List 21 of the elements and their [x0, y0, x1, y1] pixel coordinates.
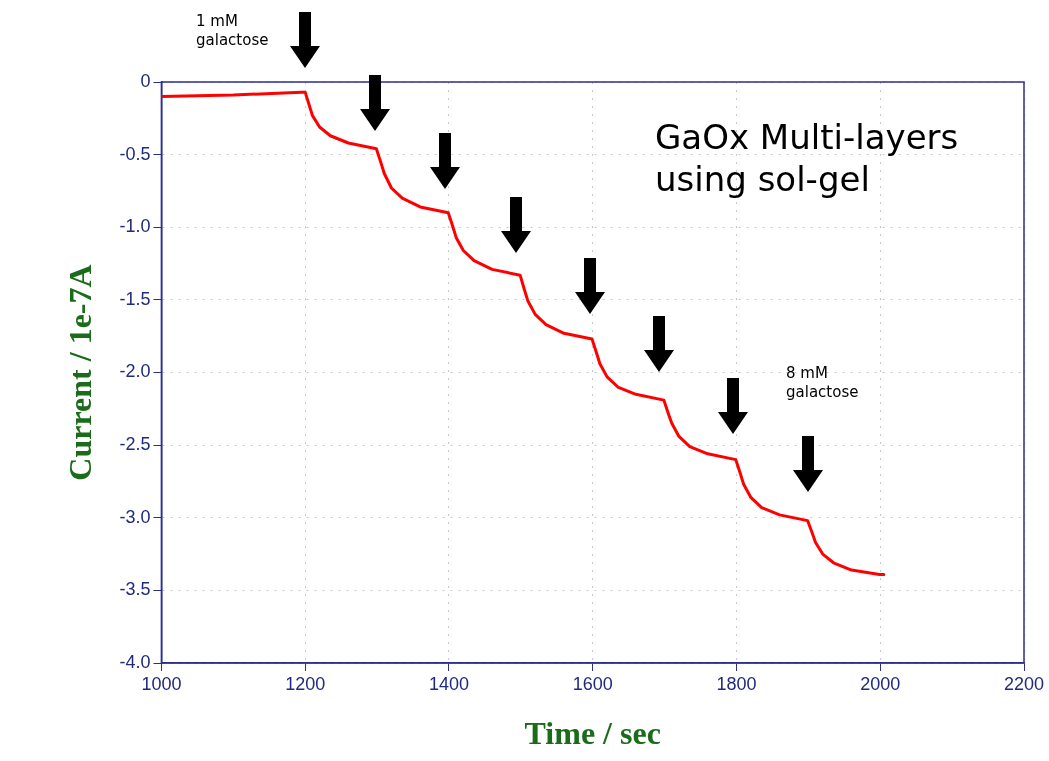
- x-tick-label: 1200: [285, 673, 326, 694]
- y-tick-label: -2.5: [119, 434, 151, 455]
- x-tick-label: 1800: [716, 673, 757, 694]
- x-tick-label: 1000: [141, 673, 182, 694]
- y-axis-title: Current / 1e-7A: [62, 264, 99, 481]
- y-tick-label: -4.0: [119, 651, 151, 672]
- y-tick-label: -3.0: [119, 506, 151, 527]
- y-tick-label: 0: [140, 70, 151, 91]
- y-tick-label: -1.0: [119, 216, 151, 237]
- y-tick-label: -1.5: [119, 288, 151, 309]
- x-tick-label: 2200: [1003, 673, 1045, 694]
- y-tick-label: -3.5: [119, 579, 151, 600]
- text: 1 mM galactose: [196, 11, 269, 49]
- y-tick-label: -2.0: [119, 361, 151, 382]
- y-tick-label: -0.5: [119, 143, 151, 164]
- annotation: 8 mM galactose: [786, 363, 859, 401]
- annotation: GaOx Multi-layers using sol-gel: [655, 116, 959, 199]
- x-tick-label: 1600: [572, 673, 613, 694]
- x-axis-title: Time / sec: [524, 715, 661, 752]
- x-tick-label: 2000: [860, 673, 901, 694]
- x-tick-label: 1400: [428, 673, 469, 694]
